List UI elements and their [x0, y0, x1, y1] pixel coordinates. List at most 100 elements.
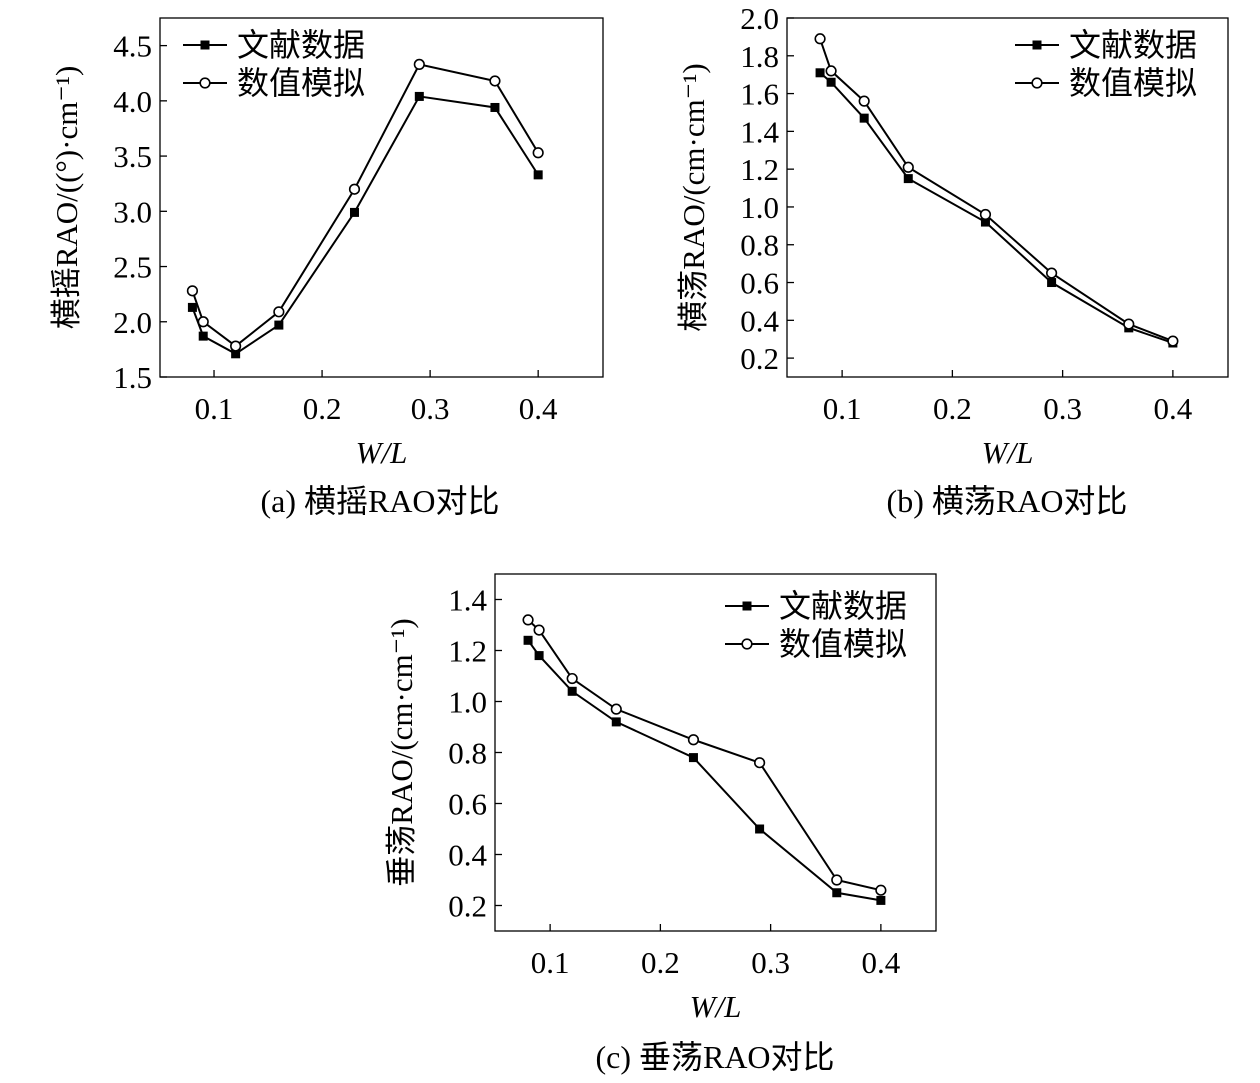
series-line: [819, 38, 1174, 343]
legend-marker: [199, 77, 211, 89]
chart-caption: (a) 横摇RAO对比: [260, 483, 499, 519]
y-tick-label: 1.2: [740, 152, 779, 187]
y-tick-label: 0.8: [448, 736, 487, 771]
x-tick-label: 0.2: [303, 391, 342, 426]
data-point: [755, 824, 765, 834]
y-tick-label: 1.2: [448, 634, 487, 669]
legend-marker: [741, 638, 753, 650]
y-tick-label: 0.2: [740, 341, 779, 376]
plot-frame: [159, 17, 604, 378]
series-reference: [523, 635, 886, 905]
x-tick-label: 0.4: [862, 945, 901, 980]
data-point: [532, 147, 544, 159]
data-point: [534, 651, 544, 661]
legend-label: 数值模拟: [237, 65, 365, 101]
series-line: [527, 619, 882, 892]
data-point: [1047, 278, 1057, 288]
y-axis-label: 横摇RAO/((°)·cm⁻¹): [49, 66, 84, 330]
y-tick-label: 0.2: [448, 889, 487, 924]
series-simulation: [814, 33, 1179, 347]
legend-label: 文献数据: [1069, 27, 1197, 63]
data-point: [489, 75, 501, 87]
x-tick-label: 0.1: [195, 391, 234, 426]
data-point: [186, 285, 199, 297]
series-simulation: [522, 614, 887, 896]
x-tick-label: 0.1: [823, 391, 862, 426]
x-axis-label: W/L: [356, 435, 408, 470]
y-tick-label: 0.4: [740, 303, 779, 338]
y-tick-label: 1.5: [113, 360, 152, 395]
series-reference: [187, 91, 543, 359]
data-point: [349, 207, 359, 217]
x-tick-label: 0.2: [933, 391, 972, 426]
chart-caption: (b) 横荡RAO对比: [887, 483, 1128, 519]
data-point: [1045, 267, 1058, 279]
data-point: [980, 217, 990, 227]
legend-label: 数值模拟: [779, 626, 907, 662]
legend-marker: [200, 40, 210, 50]
y-tick-label: 2.5: [113, 250, 152, 285]
data-point: [490, 102, 500, 112]
data-point: [832, 888, 842, 898]
data-point: [876, 895, 886, 905]
plot-frame: [786, 17, 1229, 378]
data-point: [687, 734, 700, 746]
y-tick-label: 1.4: [740, 114, 779, 149]
data-point: [567, 686, 577, 696]
x-tick-label: 0.3: [1043, 391, 1082, 426]
data-point: [1123, 318, 1135, 330]
series-line: [191, 95, 540, 355]
data-point: [902, 161, 914, 173]
series-simulation: [186, 58, 544, 352]
data-point: [533, 170, 543, 180]
y-axis-label: 横荡RAO/(cm·cm⁻¹): [676, 63, 711, 331]
x-axis-label: W/L: [690, 989, 742, 1024]
data-point: [875, 884, 887, 896]
legend-marker: [742, 601, 752, 611]
x-tick-label: 0.2: [641, 945, 680, 980]
y-tick-label: 3.5: [113, 139, 152, 174]
data-point: [814, 33, 826, 45]
data-point: [610, 703, 622, 715]
y-tick-label: 1.4: [448, 583, 487, 618]
data-point: [533, 624, 545, 636]
data-point: [1167, 335, 1179, 347]
data-point: [348, 183, 361, 195]
x-axis-label: W/L: [982, 435, 1034, 470]
data-point: [903, 174, 913, 184]
x-tick-label: 0.1: [531, 945, 570, 980]
data-point: [198, 331, 208, 341]
legend-marker: [1031, 77, 1043, 89]
x-tick-label: 0.4: [519, 391, 558, 426]
data-point: [187, 302, 197, 312]
data-point: [825, 65, 837, 77]
data-point: [566, 672, 578, 685]
data-point: [611, 717, 621, 727]
chart-b: 0.20.40.60.81.01.21.41.61.82.00.1 0.2 0.3 0…: [676, 1, 1229, 519]
series-line: [819, 72, 1174, 344]
y-tick-label: 4.5: [113, 29, 152, 64]
series-line: [191, 63, 540, 348]
data-point: [753, 757, 766, 769]
y-tick-label: 1.6: [740, 77, 779, 112]
y-tick-label: 2.0: [740, 1, 779, 36]
data-point: [414, 91, 424, 101]
y-tick-label: 0.6: [448, 787, 487, 822]
chart-a: 1.5 2.0 2.5 3.0 3.5 4.0 4.5 0.1 0.2 0.3 0.4 W/L 横摇RA…: [49, 17, 604, 519]
y-axis-label: 垂荡RAO/(cm·cm⁻¹): [384, 618, 419, 886]
y-tick-label: 0.4: [448, 838, 487, 873]
legend-label: 文献数据: [779, 588, 907, 624]
y-tick-label: 3.0: [113, 194, 152, 229]
chart-c: 0.2 0.4 0.6 0.8 1.0 1.2 1.4 0.1 0.2 0.3 0.4 W/L 垂荡RA…: [384, 573, 937, 1075]
legend-label: 文献数据: [237, 27, 365, 63]
series-line: [527, 639, 882, 902]
data-point: [522, 614, 534, 626]
y-tick-label: 4.0: [113, 84, 152, 119]
y-tick-label: 1.8: [740, 39, 779, 74]
y-tick-label: 1.0: [740, 190, 779, 225]
legend-marker: [1032, 40, 1042, 50]
